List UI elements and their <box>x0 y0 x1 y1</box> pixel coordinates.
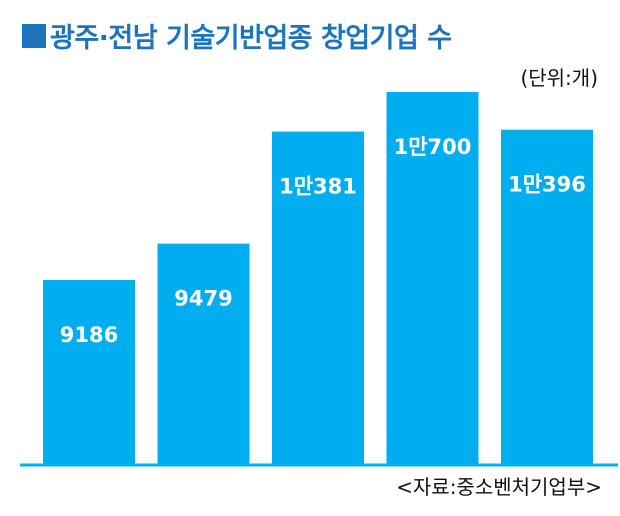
chart-title-text: 광주·전남 기술기반업종 창업기업 수 <box>50 23 452 54</box>
bar-1 <box>43 280 135 464</box>
bar-value-label-5: 1만396 <box>508 173 586 197</box>
source-label: <자료:중소벤처기업부> <box>396 475 602 499</box>
bar-4 <box>386 91 479 465</box>
bar-value-label-3: 1만381 <box>279 175 357 199</box>
title-square-icon <box>22 23 46 48</box>
bar-3 <box>272 131 364 464</box>
unit-label: (단위:개) <box>520 66 598 90</box>
bar-value-label-1: 9186 <box>60 323 118 347</box>
bar-2 <box>157 243 250 464</box>
bar-value-label-4: 1만700 <box>394 135 472 159</box>
bar-5 <box>501 129 593 464</box>
chart-title: 광주·전남 기술기반업종 창업기업 수 <box>22 16 452 55</box>
bar-value-label-2: 9479 <box>174 287 232 311</box>
